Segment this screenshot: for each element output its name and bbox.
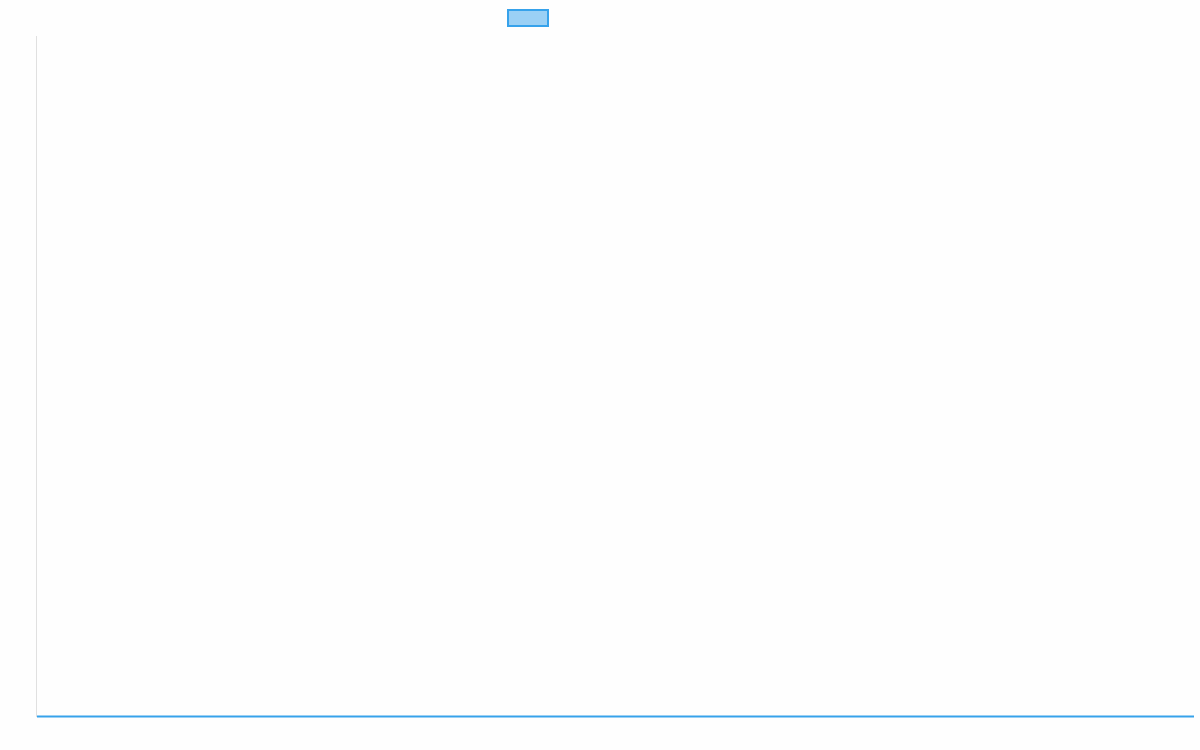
legend-swatch[interactable] [507,9,549,27]
